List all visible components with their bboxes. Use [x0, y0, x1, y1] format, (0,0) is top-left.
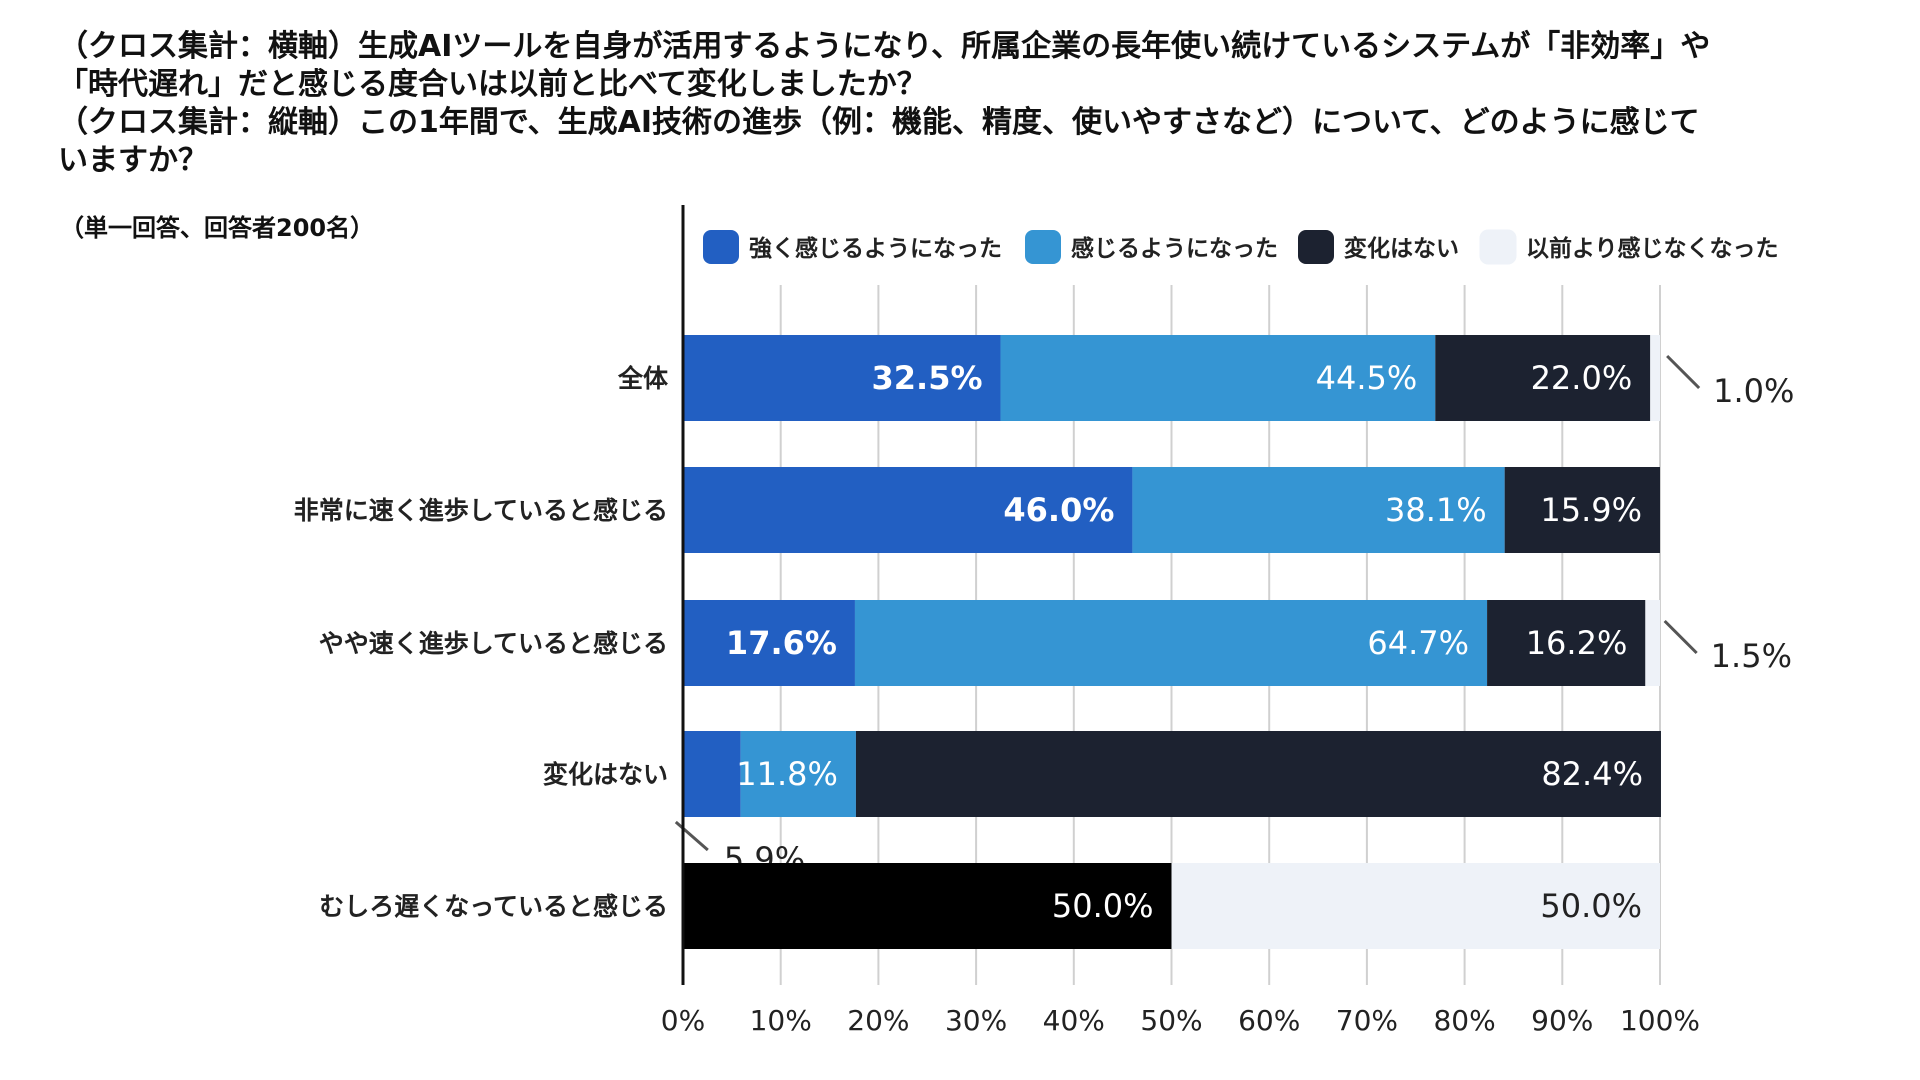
title-line-2: 「時代遅れ」だと感じる度合いは以前と比べて変化しましたか？: [58, 67, 927, 102]
data-label: 22.0%: [1531, 359, 1633, 397]
x-tick-label: 0%: [661, 1004, 705, 1037]
legend-swatch: [703, 230, 739, 264]
bar-segment: [683, 467, 1133, 553]
x-tick-label: 90%: [1531, 1004, 1593, 1037]
x-tick-label: 50%: [1140, 1004, 1202, 1037]
legend-label: 以前より感じなくなった: [1526, 235, 1779, 262]
legend-label: 感じるようになった: [1071, 235, 1278, 262]
data-label: 50.0%: [1052, 887, 1154, 925]
bar-segment: [1132, 467, 1505, 553]
data-label: 32.5%: [872, 359, 983, 397]
data-label: 1.0%: [1713, 372, 1794, 410]
bar-segment: [1504, 467, 1660, 553]
x-tick-label: 10%: [750, 1004, 812, 1037]
bar-segment: [683, 731, 741, 817]
bar-segment: [855, 731, 1661, 817]
title-line-1: （クロス集計：横軸）生成AIツールを自身が活用するようになり、所属企業の長年使い…: [58, 29, 1711, 64]
data-label: 50.0%: [1540, 887, 1642, 925]
x-tick-label: 20%: [847, 1004, 909, 1037]
title-line-4: いますか？: [58, 143, 208, 178]
bar-segment: [683, 600, 855, 686]
data-label: 17.6%: [726, 624, 837, 662]
data-label: 44.5%: [1316, 359, 1418, 397]
data-label: 11.8%: [736, 755, 838, 793]
bar-segment: [683, 335, 1001, 421]
category-label: やや速く進歩していると感じる: [319, 629, 668, 658]
data-label: 46.0%: [1003, 491, 1114, 529]
bar-segment: [1645, 600, 1660, 686]
x-tick-label: 100%: [1620, 1004, 1700, 1037]
title-line-3: （クロス集計：縦軸）この1年間で、生成AI技術の進歩（例：機能、精度、使いやすさ…: [58, 105, 1700, 140]
category-label: 全体: [617, 364, 669, 393]
respondent-note: （単一回答、回答者200名）: [60, 214, 375, 242]
data-label: 38.1%: [1385, 491, 1487, 529]
x-tick-label: 70%: [1336, 1004, 1398, 1037]
x-tick-label: 40%: [1043, 1004, 1105, 1037]
leader-line: [1663, 619, 1698, 655]
category-label: むしろ遅くなっていると感じる: [319, 892, 668, 921]
bar-segment: [1650, 335, 1660, 421]
x-tick-label: 80%: [1433, 1004, 1495, 1037]
x-tick-label: 30%: [945, 1004, 1007, 1037]
bar-segment: [1435, 335, 1651, 421]
bar-segment: [1171, 863, 1660, 949]
data-label: 1.5%: [1711, 637, 1792, 675]
data-label: 16.2%: [1526, 624, 1628, 662]
legend-label: 変化はない: [1344, 235, 1459, 262]
legend-swatch: [1479, 229, 1517, 265]
bar-segment: [1000, 335, 1436, 421]
chart-title: （クロス集計：横軸）生成AIツールを自身が活用するようになり、所属企業の長年使い…: [58, 28, 1868, 180]
legend-label: 強く感じるようになった: [749, 235, 1002, 262]
legend-swatch: [1025, 230, 1061, 264]
leader-line: [1666, 354, 1701, 390]
category-label: 変化はない: [543, 760, 668, 789]
leader-line: [674, 820, 709, 852]
bar-segment: [740, 731, 856, 817]
x-tick-label: 60%: [1238, 1004, 1300, 1037]
data-label: 82.4%: [1541, 755, 1643, 793]
bar-segment: [854, 600, 1488, 686]
data-label: 15.9%: [1540, 491, 1642, 529]
bar-segment: [683, 863, 1172, 949]
legend-swatch: [1298, 230, 1334, 264]
data-label: 64.7%: [1367, 624, 1469, 662]
category-label: 非常に速く進歩していると感じる: [294, 496, 668, 525]
bar-segment: [1487, 600, 1646, 686]
